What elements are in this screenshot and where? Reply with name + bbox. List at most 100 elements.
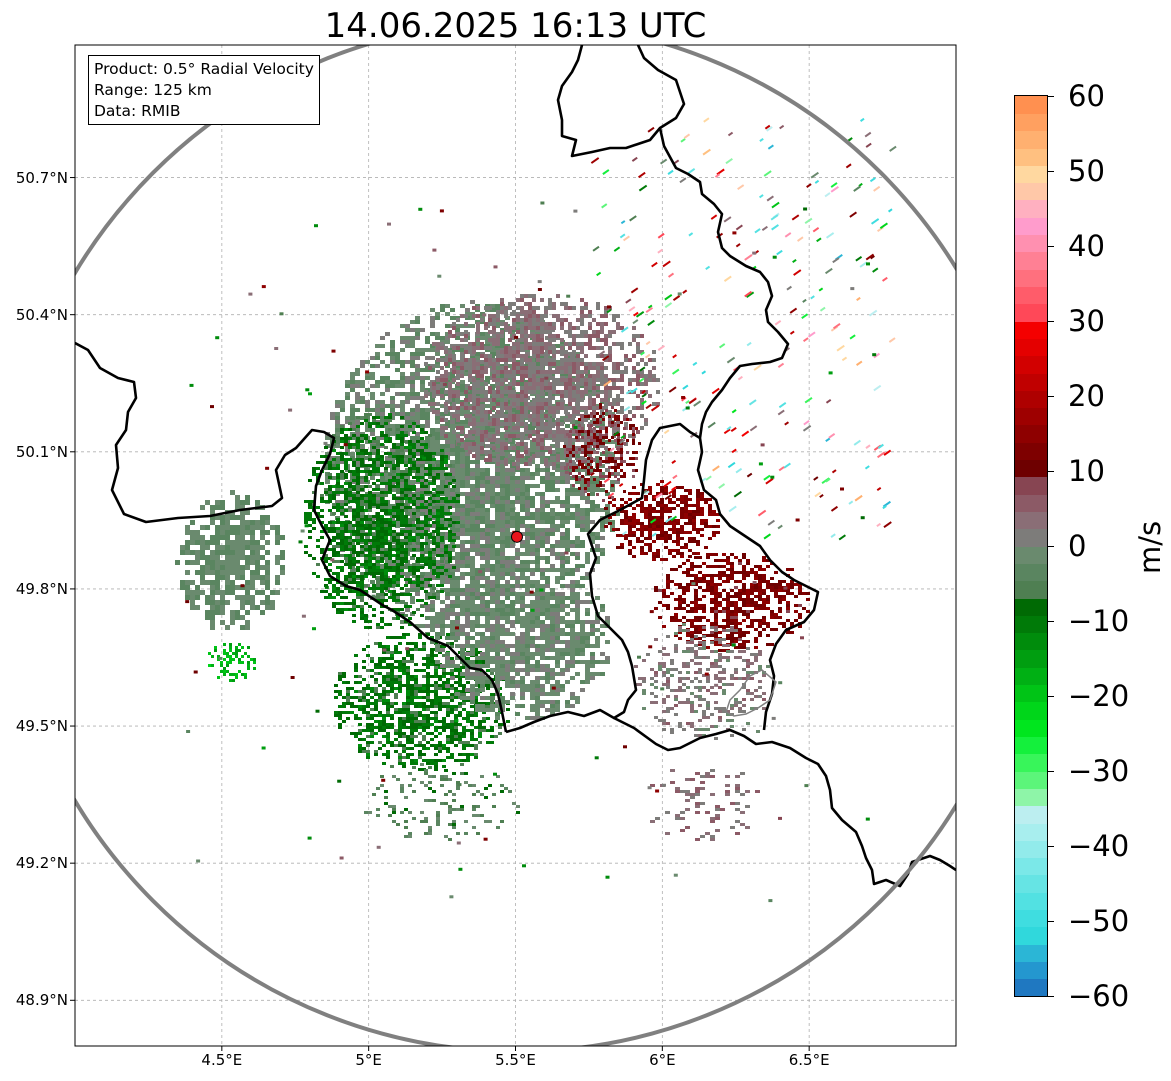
colorbar-segment: [1015, 615, 1047, 634]
colorbar-segment: [1015, 321, 1047, 339]
colorbar-tick: [1047, 771, 1054, 772]
border-lux-france-south: [613, 716, 956, 888]
colorbar-tick: [1047, 846, 1054, 847]
colorbar-segment: [1015, 407, 1047, 426]
colorbar-segment: [1015, 822, 1047, 841]
colorbar-segment: [1015, 944, 1047, 962]
colorbar-segment: [1015, 338, 1047, 357]
colorbar-segment: [1015, 165, 1047, 184]
colorbar-segment: [1015, 182, 1047, 201]
colorbar-segment: [1015, 372, 1047, 391]
colorbar-tick: [1047, 396, 1054, 397]
colorbar-segment: [1015, 805, 1047, 824]
colorbar-tick: [1047, 546, 1054, 547]
axis-ticks: [70, 177, 810, 1051]
colorbar-segment: [1015, 857, 1047, 876]
colorbar-segment: [1015, 580, 1047, 599]
lat-tick-label: 50.4°N: [15, 305, 68, 324]
colorbar-tick-label: 40: [1068, 229, 1105, 263]
colorbar-segment: [1015, 528, 1047, 547]
colorbar-segment: [1015, 684, 1047, 703]
lat-tick-label: 49.5°N: [15, 717, 68, 736]
colorbar-segment: [1015, 632, 1047, 651]
lat-tick-label: 48.9°N: [15, 991, 68, 1010]
colorbar-unit: m/s: [1133, 510, 1171, 590]
colorbar-tick: [1047, 471, 1054, 472]
colorbar: [1014, 95, 1048, 997]
colorbar-tick: [1047, 621, 1054, 622]
colorbar-segment: [1015, 978, 1047, 996]
colorbar-tick: [1047, 96, 1054, 97]
colorbar-tick-label: 60: [1068, 79, 1105, 113]
map-title: 14.06.2025 16:13 UTC: [324, 6, 707, 46]
colorbar-segment: [1015, 286, 1047, 305]
colorbar-tick-label: 0: [1068, 529, 1087, 563]
colorbar-segment: [1015, 892, 1047, 911]
colorbar-segment: [1015, 424, 1047, 443]
colorbar-tick: [1047, 921, 1054, 922]
colorbar-segment: [1015, 234, 1047, 253]
colorbar-segment: [1015, 494, 1047, 512]
colorbar-tick: [1047, 171, 1054, 172]
colorbar-segment: [1015, 563, 1047, 582]
colorbar-tick-label: −40: [1068, 829, 1130, 863]
lon-tick-label: 6°E: [649, 1051, 676, 1069]
colorbar-segment: [1015, 771, 1047, 789]
colorbar-unit-label: m/s: [1133, 520, 1167, 574]
colorbar-segment: [1015, 909, 1047, 928]
colorbar-segment: [1015, 199, 1047, 218]
colorbar-segment: [1015, 649, 1047, 668]
colorbar-tick: [1047, 696, 1054, 697]
colorbar-segment: [1015, 961, 1047, 980]
colorbar-segment: [1015, 753, 1047, 772]
colorbar-tick-label: 30: [1068, 304, 1105, 338]
colorbar-segment: [1015, 147, 1047, 166]
lat-tick-label: 50.1°N: [15, 442, 68, 461]
lon-tick-label: 6.5°E: [788, 1051, 830, 1069]
info-product: Product: 0.5° Radial Velocity: [94, 60, 314, 78]
colorbar-tick-label: 20: [1068, 379, 1105, 413]
info-range: Range: 125 km: [94, 81, 212, 99]
colorbar-segment: [1015, 597, 1047, 616]
colorbar-tick-label: −60: [1068, 979, 1130, 1013]
border-west-belgium-france: [75, 341, 508, 733]
country-borders: [75, 45, 956, 888]
lat-tick-label: 49.2°N: [15, 854, 68, 873]
colorbar-segment: [1015, 701, 1047, 720]
colorbar-tick: [1047, 321, 1054, 322]
colorbar-segment: [1015, 390, 1047, 409]
colorbar-segment: [1015, 459, 1047, 478]
colorbar-tick-label: −50: [1068, 904, 1130, 938]
lat-tick-label: 50.7°N: [15, 168, 68, 187]
colorbar-segment: [1015, 96, 1047, 114]
colorbar-segment: [1015, 113, 1047, 132]
colorbar-segment: [1015, 355, 1047, 374]
border-germany-belgium-mid: [658, 127, 790, 439]
colorbar-segment: [1015, 840, 1047, 859]
colorbar-segment: [1015, 130, 1047, 149]
lon-tick-label: 5°E: [355, 1051, 382, 1069]
lon-tick-label: 4.5°E: [201, 1051, 243, 1069]
colorbar-tick: [1047, 996, 1054, 997]
border-germany-belgium-east: [696, 437, 820, 731]
colorbar-segment: [1015, 217, 1047, 236]
info-box: Product: 0.5° Radial Velocity Range: 125…: [88, 55, 320, 125]
colorbar-segment: [1015, 251, 1047, 270]
colorbar-segment: [1015, 719, 1047, 737]
colorbar-segment: [1015, 476, 1047, 495]
colorbar-tick-label: 10: [1068, 454, 1105, 488]
colorbar-segment: [1015, 874, 1047, 893]
border-germany-north: [556, 45, 686, 158]
colorbar-segment: [1015, 269, 1047, 287]
colorbar-segment: [1015, 511, 1047, 530]
colorbar-segment: [1015, 667, 1047, 686]
colorbar-tick-label: 50: [1068, 154, 1105, 188]
lat-tick-label: 49.8°N: [15, 579, 68, 598]
colorbar-segment: [1015, 788, 1047, 807]
colorbar-segment: [1015, 442, 1047, 461]
colorbar-tick: [1047, 246, 1054, 247]
border-luxembourg: [505, 422, 701, 734]
inner-district-border: [725, 669, 777, 717]
colorbar-segment: [1015, 736, 1047, 755]
colorbar-segment: [1015, 546, 1047, 564]
